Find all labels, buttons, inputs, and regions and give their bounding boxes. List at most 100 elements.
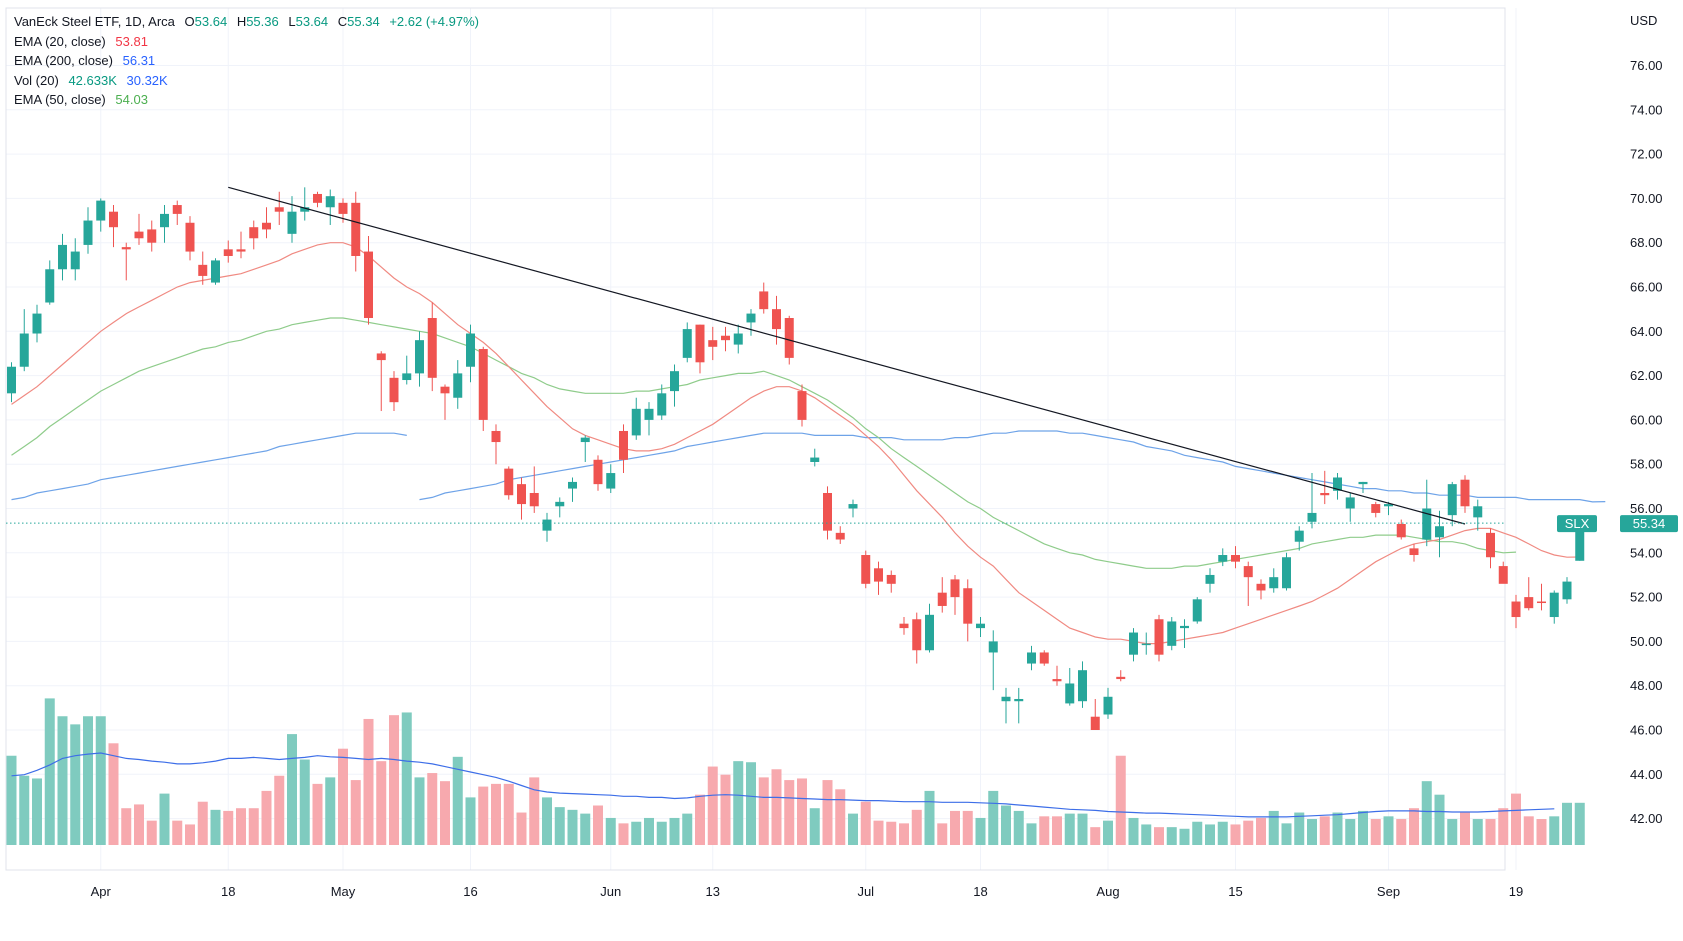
- candle: [415, 331, 424, 387]
- candle-body: [1256, 583, 1266, 591]
- candle: [1192, 597, 1202, 624]
- candle: [542, 512, 552, 542]
- volume-bar: [695, 794, 705, 845]
- candle-body: [1027, 652, 1036, 664]
- candle: [1384, 501, 1393, 516]
- volume-bar: [784, 780, 795, 845]
- candle-body: [491, 430, 501, 443]
- candle-body: [1524, 597, 1534, 609]
- volume-bar: [567, 809, 578, 845]
- candle-body: [899, 623, 909, 629]
- candle-body: [619, 430, 628, 460]
- price-tick-label: 48.00: [1630, 678, 1663, 693]
- candle-body: [249, 227, 259, 239]
- currency-label: USD: [1630, 13, 1657, 28]
- legend-ema200[interactable]: EMA (200, close) 56.31: [14, 51, 485, 71]
- ema200-label: EMA (200, close): [14, 53, 113, 68]
- volume-bar: [950, 810, 960, 845]
- ema50-line: [11, 317, 1517, 569]
- volume-bar: [363, 718, 374, 845]
- volume-bar: [1179, 828, 1190, 845]
- legend-ema20[interactable]: EMA (20, close) 53.81: [14, 32, 485, 52]
- legend-volume[interactable]: Vol (20) 42.633K 30.32K: [14, 71, 485, 91]
- volume-bar: [146, 820, 157, 845]
- candle: [1460, 475, 1470, 513]
- candle: [682, 322, 692, 363]
- volume-bar: [1485, 819, 1496, 845]
- candle-body: [861, 555, 871, 584]
- candle-body: [364, 251, 373, 319]
- volume-bar: [746, 762, 756, 845]
- candle-body: [109, 211, 118, 228]
- candle-body: [1358, 481, 1368, 485]
- volume-bar: [1026, 823, 1037, 845]
- trendline[interactable]: [6, 186, 1505, 525]
- volume-value: 42.633K: [68, 72, 117, 88]
- candle-body: [708, 340, 718, 347]
- ema200-value: 56.31: [122, 53, 156, 68]
- candle: [899, 617, 909, 635]
- volume-bar: [1498, 808, 1509, 845]
- candle: [147, 220, 157, 252]
- volume-bar: [32, 778, 42, 845]
- candle: [7, 362, 16, 403]
- candle: [670, 364, 679, 407]
- volume-bar: [478, 786, 489, 845]
- price-tick-label: 52.00: [1630, 590, 1663, 605]
- volume-bar: [223, 810, 234, 845]
- volume-bar: [452, 756, 463, 845]
- candle-body: [631, 408, 641, 436]
- candle: [912, 612, 922, 664]
- symbol-title[interactable]: VanEck Steel ETF, 1D, Arca: [14, 14, 175, 29]
- price-tick-label: 74.00: [1630, 102, 1663, 117]
- candle: [593, 455, 603, 491]
- price-tick-label: 58.00: [1630, 457, 1663, 472]
- candle-body: [529, 492, 539, 507]
- candle: [950, 574, 960, 615]
- volume-bar: [185, 824, 195, 845]
- candle: [925, 603, 934, 653]
- candle-body: [402, 373, 412, 381]
- ema20-label: EMA (20, close): [14, 33, 106, 49]
- candle: [364, 236, 373, 325]
- volume-bar: [83, 716, 93, 845]
- volume-bar: [822, 780, 833, 845]
- time-tick-label: Jul: [857, 884, 874, 899]
- candle: [733, 324, 743, 354]
- volume-bar: [1013, 810, 1024, 845]
- candle: [1282, 552, 1291, 591]
- candle: [606, 464, 616, 493]
- candle: [249, 220, 259, 250]
- candle: [19, 309, 29, 372]
- candle-body: [1141, 643, 1151, 646]
- candle-body: [211, 260, 220, 283]
- legend-ema50[interactable]: EMA (50, close) 54.03: [14, 90, 485, 110]
- volume-bar: [618, 823, 629, 845]
- candle: [810, 448, 820, 467]
- high-label: H: [236, 14, 247, 29]
- candle-body: [440, 386, 450, 394]
- time-tick-label: 15: [1228, 884, 1242, 899]
- candle: [721, 326, 730, 352]
- volume-bar: [809, 808, 820, 845]
- candle-body: [70, 251, 80, 270]
- candle: [478, 346, 488, 431]
- volume-bar: [631, 821, 642, 845]
- volume-bar: [1128, 817, 1139, 845]
- volume-bar: [1370, 819, 1381, 845]
- candle-body: [835, 532, 845, 540]
- candle: [517, 477, 526, 520]
- candle: [32, 304, 42, 343]
- candle-body: [1409, 548, 1419, 556]
- volume-bar: [1205, 824, 1215, 845]
- candle: [351, 191, 361, 272]
- candle-body: [772, 309, 781, 330]
- change-value: +2.62 (+4.97%): [389, 14, 479, 29]
- candle: [287, 196, 297, 243]
- candle: [70, 238, 80, 281]
- volume-bar: [1217, 821, 1228, 845]
- volume-bar: [350, 780, 361, 845]
- volume-bar: [401, 712, 412, 845]
